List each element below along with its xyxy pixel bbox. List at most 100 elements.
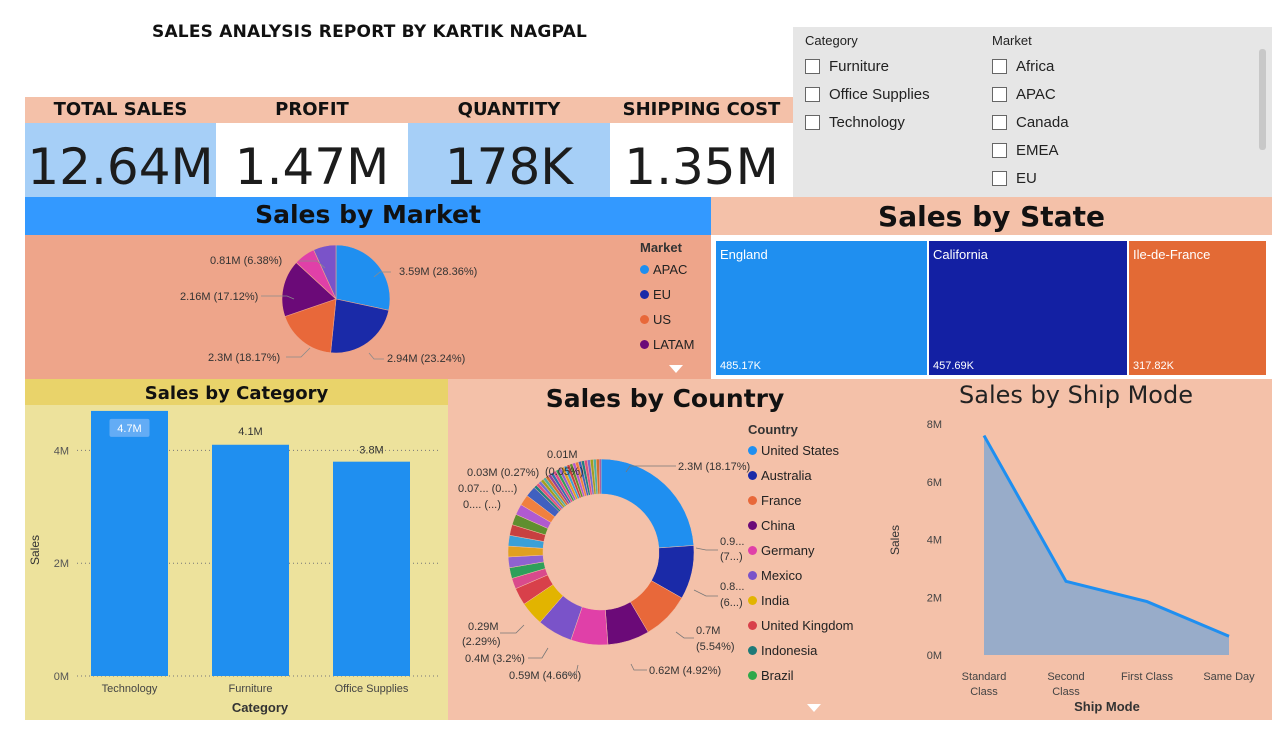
area-line[interactable] (982, 434, 1230, 638)
donut-data-label: 0.8... (720, 581, 744, 593)
market-option-apac[interactable]: APAC (992, 80, 1069, 108)
treemap-tile-value: 485.17K (720, 360, 761, 372)
donut-data-label: (6...) (720, 597, 743, 609)
kpi-profit-value: 1.47M (216, 123, 408, 197)
circle-icon (748, 496, 757, 505)
checkbox-icon[interactable] (992, 170, 1007, 186)
market-option-emea[interactable]: EMEA (992, 136, 1069, 164)
bar[interactable] (91, 410, 168, 676)
pie-slice[interactable] (335, 244, 391, 311)
x-tick-label: Second (1047, 671, 1084, 683)
kpi-shipping-cost-value: 1.35M (610, 123, 793, 197)
pie-data-label: 2.16M (17.12%) (180, 291, 258, 303)
treemap-tile-value: 457.69K (933, 360, 974, 372)
market-header (25, 197, 711, 235)
option-label: APAC (1016, 85, 1056, 103)
checkbox-icon[interactable] (992, 58, 1007, 74)
market-pie-chart: 0.81M (6.38%) 2.16M (17.12%) 2.3M (18.17… (180, 244, 477, 365)
donut-slice[interactable] (598, 458, 602, 495)
circle-icon (748, 571, 757, 580)
shipmode-area-chart: 0M 2M 4M 6M 8M Standard Class Second Class First… (888, 419, 1255, 714)
option-label: Africa (1016, 57, 1055, 75)
x-tick-label: Class (970, 686, 998, 698)
category-option-furniture[interactable]: Furniture (805, 52, 930, 80)
checkbox-icon[interactable] (992, 86, 1007, 102)
donut-data-label: 0.01M (547, 449, 578, 461)
x-axis-label: Category (232, 700, 289, 715)
treemap-tile-label: Ile-de-France (1133, 247, 1211, 262)
pie-data-label: 3.59M (28.36%) (399, 266, 477, 278)
legend-label: EU (653, 287, 672, 302)
bar-data-label: 3.8M (359, 445, 383, 457)
market-option-africa[interactable]: Africa (992, 52, 1069, 80)
kpi-shipping-cost-label: SHIPPING COST (610, 97, 793, 123)
legend-item-india[interactable]: India (748, 588, 854, 613)
slicer-panel: Category Furniture Office Supplies Techn… (793, 27, 1272, 197)
checkbox-icon[interactable] (805, 114, 820, 130)
donut-data-label: (2.29%) (462, 636, 501, 648)
pie-slice[interactable] (313, 244, 337, 300)
market-option-canada[interactable]: Canada (992, 108, 1069, 136)
x-tick-label: Technology (102, 683, 158, 695)
category-option-technology[interactable]: Technology (805, 108, 930, 136)
y-tick-label: 4M (927, 535, 942, 547)
donut-data-label: (0.05%) (545, 466, 584, 478)
x-tick-label: Office Supplies (335, 683, 409, 695)
bar-data-label: 4.7M (117, 423, 141, 435)
bar-data-label: 4.1M (238, 426, 262, 438)
legend-label: United States (761, 443, 840, 458)
legend-item-australia[interactable]: Australia (748, 463, 854, 488)
chevron-down-icon[interactable] (806, 703, 822, 713)
treemap-tile-ile-de-france[interactable]: Ile-de-France 317.82K (1129, 241, 1266, 375)
x-tick-label: Standard (962, 671, 1007, 683)
legend-item-eu[interactable]: EU (640, 282, 694, 307)
donut-data-label: 0.9... (720, 536, 744, 548)
market-slicer: Market Africa APAC Canada EMEA EU (992, 33, 1069, 192)
market-option-eu[interactable]: EU (992, 164, 1069, 192)
chevron-down-icon[interactable] (668, 364, 684, 374)
category-slicer-title: Category (805, 33, 858, 48)
checkbox-icon[interactable] (805, 86, 820, 102)
kpi-profit-label: PROFIT (216, 97, 408, 123)
bar[interactable] (333, 461, 410, 676)
checkbox-icon[interactable] (992, 142, 1007, 158)
circle-icon (748, 671, 757, 680)
legend-item-us[interactable]: US (640, 307, 694, 332)
treemap-tile-california[interactable]: California 457.69K (929, 241, 1127, 375)
pie-data-label: 0.81M (6.38%) (210, 255, 282, 267)
category-bar-chart: 0M 2M 4M 4.7M Technology 4.1M Furniture 3.8M Of… (28, 410, 440, 715)
legend-item-united-kingdom[interactable]: United Kingdom (748, 613, 854, 638)
country-legend-title: Country (748, 422, 798, 437)
country-chart-title: Sales by Country (545, 384, 785, 413)
legend-item-united-states[interactable]: United States (748, 438, 854, 463)
market-legend-title: Market (640, 240, 682, 255)
category-option-office-supplies[interactable]: Office Supplies (805, 80, 930, 108)
legend-item-indonesia[interactable]: Indonesia (748, 638, 854, 663)
pie-slice[interactable] (281, 262, 337, 317)
legend-item-latam[interactable]: LATAM (640, 332, 694, 357)
legend-item-germany[interactable]: Germany (748, 538, 854, 563)
circle-icon (748, 596, 757, 605)
donut-data-label: 0.62M (4.92%) (649, 665, 721, 677)
y-tick-label: 2M (54, 558, 69, 570)
slicer-scrollbar[interactable] (1259, 49, 1266, 150)
legend-item-brazil[interactable]: Brazil (748, 663, 854, 688)
kpi-quantity-value: 178K (408, 123, 610, 197)
y-tick-label: 2M (927, 592, 942, 604)
bar[interactable] (212, 444, 289, 676)
legend-item-mexico[interactable]: Mexico (748, 563, 854, 588)
treemap-tile-england[interactable]: England 485.17K (716, 241, 927, 375)
legend-item-apac[interactable]: APAC (640, 257, 694, 282)
donut-data-label: (5.54%) (696, 641, 735, 653)
circle-icon (748, 646, 757, 655)
pie-slice[interactable] (330, 298, 390, 354)
legend-label: US (653, 312, 672, 327)
circle-icon (640, 290, 649, 299)
donut-data-label: 0.07... (0....) (458, 483, 517, 495)
checkbox-icon[interactable] (805, 58, 820, 74)
checkbox-icon[interactable] (992, 114, 1007, 130)
option-label: Office Supplies (829, 85, 930, 103)
legend-label: Australia (761, 468, 812, 483)
legend-item-china[interactable]: China (748, 513, 854, 538)
legend-item-france[interactable]: France (748, 488, 854, 513)
